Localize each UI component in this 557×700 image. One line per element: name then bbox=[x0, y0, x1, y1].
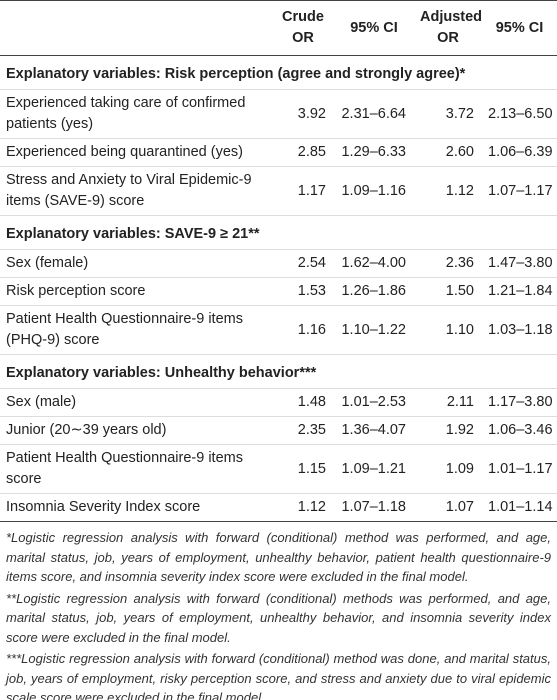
cell-value: 1.26–1.86 bbox=[341, 283, 406, 299]
cell-value: 2.13–6.50 bbox=[488, 105, 553, 122]
cell-value: 1.47–3.80 bbox=[488, 255, 553, 271]
cell-value: 1.15 bbox=[297, 460, 326, 477]
section-row: Explanatory variables: SAVE-9 ≥ 21** bbox=[0, 216, 557, 250]
cell-value: 1.48 bbox=[297, 394, 326, 410]
cell-value: 1.12 bbox=[445, 182, 474, 199]
row-label: Experienced being quarantined (yes) bbox=[6, 144, 243, 160]
column-header: 95% CI bbox=[334, 0, 414, 56]
section-row: Explanatory variables: Risk perception (… bbox=[0, 56, 557, 90]
data-row: Sex (male) 1.48 1.01–2.53 2.11 1.17–3.80 bbox=[0, 389, 557, 417]
cell-value: 1.92 bbox=[445, 422, 474, 438]
cell-value: 1.17–3.80 bbox=[488, 394, 553, 410]
data-row: Experienced being quarantined (yes) 2.85 1… bbox=[0, 139, 557, 167]
footnote: ***Logistic regression analysis with for… bbox=[6, 651, 551, 700]
data-row: Patient Health Questionnaire-9 items sco… bbox=[0, 445, 557, 494]
footnotes: *Logistic regression analysis with forwa… bbox=[0, 522, 557, 700]
cell-value: 2.54 bbox=[297, 255, 326, 271]
data-row: Insomnia Severity Index score 1.12 1.07–1.… bbox=[0, 494, 557, 522]
column-header bbox=[0, 0, 272, 56]
cell-value: 3.92 bbox=[297, 105, 326, 122]
cell-value: 1.09–1.21 bbox=[341, 460, 406, 477]
cell-value: 2.35 bbox=[297, 422, 326, 438]
cell-value: 1.21–1.84 bbox=[488, 283, 553, 299]
footnote: *Logistic regression analysis with forwa… bbox=[6, 530, 551, 584]
section-title: Explanatory variables: Risk perception (… bbox=[6, 66, 466, 82]
cell-value: 2.36 bbox=[445, 255, 474, 271]
footnote: **Logistic regression analysis with forw… bbox=[6, 590, 551, 645]
section-title: Explanatory variables: SAVE-9 ≥ 21** bbox=[6, 226, 260, 242]
cell-value: 1.53 bbox=[297, 283, 326, 299]
cell-value: 1.07 bbox=[445, 499, 474, 515]
cell-value: 2.85 bbox=[297, 144, 326, 160]
cell-value: 1.07–1.17 bbox=[488, 182, 553, 199]
cell-value: 1.36–4.07 bbox=[341, 422, 406, 438]
cell-value: 2.60 bbox=[445, 144, 474, 160]
header-row: Crude OR 95% CI Adjusted OR 95% CI bbox=[0, 0, 557, 56]
row-label: Sex (female) bbox=[6, 255, 89, 271]
row-label: Patient Health Questionnaire-9 items sco… bbox=[6, 450, 243, 487]
cell-value: 1.09–1.16 bbox=[341, 182, 406, 199]
column-header: 95% CI bbox=[482, 0, 557, 56]
section-row: Explanatory variables: Unhealthy behavio… bbox=[0, 355, 557, 389]
cell-value: 1.10 bbox=[445, 321, 474, 338]
data-row: Sex (female) 2.54 1.62–4.00 2.36 1.47–3.80 bbox=[0, 250, 557, 278]
data-row: Stress and Anxiety to Viral Epidemic-9 i… bbox=[0, 167, 557, 216]
data-row: Experienced taking care of confirmed pat… bbox=[0, 90, 557, 139]
cell-value: 1.29–6.33 bbox=[341, 144, 406, 160]
cell-value: 1.03–1.18 bbox=[488, 321, 553, 338]
data-row: Risk perception score 1.53 1.26–1.86 1.50 1.… bbox=[0, 278, 557, 306]
cell-value: 1.01–1.17 bbox=[488, 460, 553, 477]
column-header: Adjusted OR bbox=[414, 0, 482, 56]
cell-value: 1.01–2.53 bbox=[341, 394, 406, 410]
column-header: Crude OR bbox=[272, 0, 334, 56]
results-table: Crude OR 95% CI Adjusted OR 95% CI Explanat… bbox=[0, 0, 557, 522]
cell-value: 1.09 bbox=[445, 460, 474, 477]
cell-value: 1.01–1.14 bbox=[488, 499, 553, 515]
row-label: Insomnia Severity Index score bbox=[6, 499, 201, 515]
row-label: Stress and Anxiety to Viral Epidemic-9 i… bbox=[6, 172, 252, 209]
cell-value: 1.12 bbox=[297, 499, 326, 515]
data-row: Patient Health Questionnaire-9 items (PH… bbox=[0, 306, 557, 355]
cell-value: 1.16 bbox=[297, 321, 326, 338]
data-row: Junior (20∼39 years old) 2.35 1.36–4.07 1.9… bbox=[0, 417, 557, 445]
row-label: Risk perception score bbox=[6, 283, 146, 299]
row-label: Junior (20∼39 years old) bbox=[6, 422, 167, 438]
cell-value: 1.06–6.39 bbox=[488, 144, 553, 160]
cell-value: 3.72 bbox=[445, 105, 474, 122]
cell-value: 1.10–1.22 bbox=[341, 321, 406, 338]
table-body: Explanatory variables: Risk perception (… bbox=[0, 56, 557, 522]
cell-value: 1.07–1.18 bbox=[341, 499, 406, 515]
row-label: Experienced taking care of confirmed pat… bbox=[6, 95, 246, 132]
cell-value: 1.50 bbox=[445, 283, 474, 299]
cell-value: 1.06–3.46 bbox=[488, 422, 553, 438]
cell-value: 2.11 bbox=[446, 394, 474, 410]
row-label: Patient Health Questionnaire-9 items (PH… bbox=[6, 311, 243, 348]
cell-value: 2.31–6.64 bbox=[341, 105, 406, 122]
cell-value: 1.62–4.00 bbox=[341, 255, 406, 271]
section-title: Explanatory variables: Unhealthy behavio… bbox=[6, 365, 317, 381]
row-label: Sex (male) bbox=[6, 394, 77, 410]
cell-value: 1.17 bbox=[297, 182, 326, 199]
